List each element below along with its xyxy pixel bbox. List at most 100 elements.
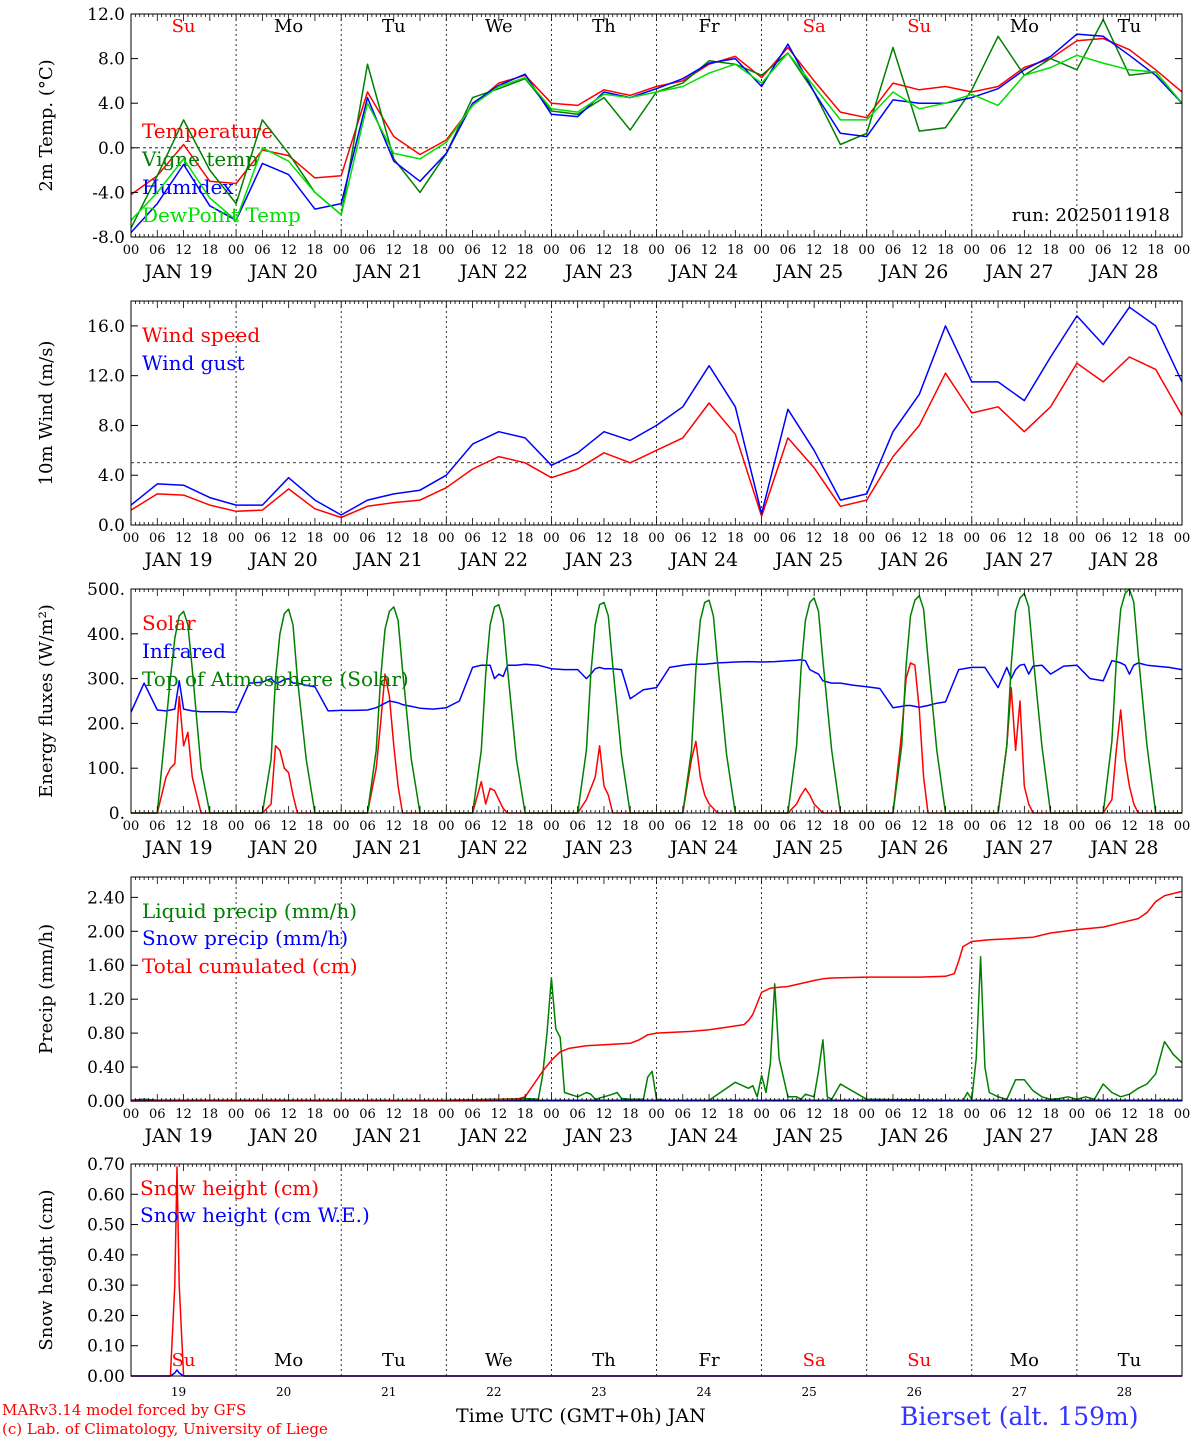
day-abbr: Th	[592, 1350, 616, 1371]
x-hour-label: 06	[675, 1107, 692, 1122]
legend-entry: DewPoint Temp	[142, 203, 301, 227]
x-date-label: JAN 19	[142, 261, 212, 283]
x-hour-label: 00	[753, 819, 770, 834]
x-date-label: JAN 25	[773, 549, 843, 571]
x-hour-label: 18	[517, 531, 534, 546]
x-day-number: 25	[802, 1385, 817, 1399]
x-hour-label: 12	[596, 819, 613, 834]
y-axis-label: Precip (mm/h)	[36, 924, 57, 1054]
y-axis-label: 10m Wind (m/s)	[36, 341, 57, 486]
x-hour-label: 12	[806, 1107, 823, 1122]
x-hour-label: 18	[727, 243, 744, 258]
y-tick-label: 0.00	[87, 1092, 125, 1112]
legend-entry: Vigne temp	[141, 147, 258, 171]
y-tick-label: 8.0	[98, 416, 125, 436]
x-hour-label: 00	[1069, 531, 1086, 546]
x-hour-label: 18	[622, 243, 639, 258]
x-hour-label: 18	[727, 1107, 744, 1122]
y-tick-label: 200.	[87, 714, 125, 734]
x-date-label: JAN 24	[668, 549, 738, 571]
x-hour-label: 06	[254, 819, 271, 834]
x-date-label: JAN 24	[668, 1125, 738, 1147]
day-abbr: Su	[907, 16, 931, 37]
x-date-label: JAN 27	[983, 1125, 1053, 1147]
legend-entry: Top of Atmosphere (Solar)	[142, 667, 409, 691]
x-hour-label: 12	[1016, 819, 1033, 834]
legend-entry: Snow height (cm)	[140, 1176, 319, 1200]
day-abbr: Su	[907, 1350, 931, 1371]
x-hour-label: 00	[123, 243, 140, 258]
x-hour-label: 00	[1174, 531, 1191, 546]
x-date-label: JAN 24	[668, 837, 738, 859]
x-hour-label: 06	[780, 819, 797, 834]
x-date-label: JAN 28	[1088, 549, 1158, 571]
x-date-label: JAN 28	[1088, 1125, 1158, 1147]
x-hour-label: 00	[228, 1107, 245, 1122]
y-tick-label: 0.20	[87, 1306, 125, 1326]
y-tick-label: 4.0	[98, 466, 125, 486]
x-hour-label: 00	[438, 1107, 455, 1122]
x-hour-label: 12	[491, 819, 508, 834]
x-hour-label: 12	[385, 531, 402, 546]
x-hour-label: 06	[149, 531, 166, 546]
x-hour-label: 12	[596, 531, 613, 546]
x-date-label: JAN 23	[563, 549, 633, 571]
day-abbr: Fr	[699, 16, 720, 37]
x-hour-label: 18	[307, 1107, 324, 1122]
x-hour-label: 12	[596, 1107, 613, 1122]
legend-entry: Wind speed	[142, 323, 260, 347]
y-tick-label: 4.0	[98, 94, 125, 114]
x-hour-label: 00	[648, 531, 665, 546]
x-hour-label: 00	[753, 243, 770, 258]
x-date-label: JAN 27	[983, 549, 1053, 571]
legend-entry: Wind gust	[142, 351, 245, 375]
x-day-number: 19	[171, 1385, 186, 1399]
x-date-label: JAN 25	[773, 837, 843, 859]
day-abbr: We	[485, 16, 513, 37]
y-tick-label: 2.00	[87, 922, 125, 942]
y-tick-label: -8.0	[92, 228, 125, 248]
x-hour-label: 18	[1147, 243, 1164, 258]
x-hour-label: 18	[202, 1107, 219, 1122]
x-hour-label: 06	[885, 243, 902, 258]
x-hour-label: 18	[832, 531, 849, 546]
x-date-label: JAN 20	[248, 549, 318, 571]
x-day-number: 27	[1012, 1385, 1027, 1399]
station-title: Bierset (alt. 159m)	[900, 1402, 1139, 1431]
x-hour-label: 06	[780, 1107, 797, 1122]
y-tick-label: 500.	[87, 580, 125, 600]
x-hour-label: 00	[438, 243, 455, 258]
x-hour-label: 18	[202, 819, 219, 834]
x-hour-label: 06	[675, 243, 692, 258]
x-hour-label: 18	[1042, 531, 1059, 546]
series-line-temperature	[130, 37, 1183, 196]
x-hour-label: 12	[491, 243, 508, 258]
x-hour-label: 18	[517, 243, 534, 258]
series-line-wind-speed	[130, 356, 1183, 519]
y-tick-label: 100.	[87, 759, 125, 779]
y-tick-label: 2.40	[87, 888, 125, 908]
x-day-number: 24	[696, 1385, 712, 1399]
y-tick-label: 0.30	[87, 1276, 125, 1296]
y-tick-label: 300.	[87, 670, 125, 690]
legend-entry: Snow precip (mm/h)	[142, 926, 348, 950]
x-hour-label: 12	[1121, 819, 1138, 834]
panel-snow: Snow height (cm) Snow height (cm W.E.) 0.7…	[36, 1155, 1183, 1399]
y-tick-label: 12.0	[87, 367, 125, 387]
y-axis-label: Energy fluxes (W/m²)	[36, 604, 57, 798]
x-day-number: 20	[276, 1385, 291, 1399]
x-date-label: JAN 27	[983, 261, 1053, 283]
x-hour-label: 00	[1174, 819, 1191, 834]
x-hour-label: 18	[1147, 531, 1164, 546]
x-hour-label: 06	[254, 243, 271, 258]
x-hour-label: 18	[517, 819, 534, 834]
x-hour-label: 06	[675, 531, 692, 546]
x-hour-label: 12	[596, 243, 613, 258]
x-hour-label: 12	[701, 1107, 718, 1122]
day-abbr: Mo	[1010, 1350, 1039, 1371]
x-hour-label: 00	[123, 531, 140, 546]
x-date-label: JAN 26	[878, 261, 948, 283]
x-date-label: JAN 23	[563, 1125, 633, 1147]
